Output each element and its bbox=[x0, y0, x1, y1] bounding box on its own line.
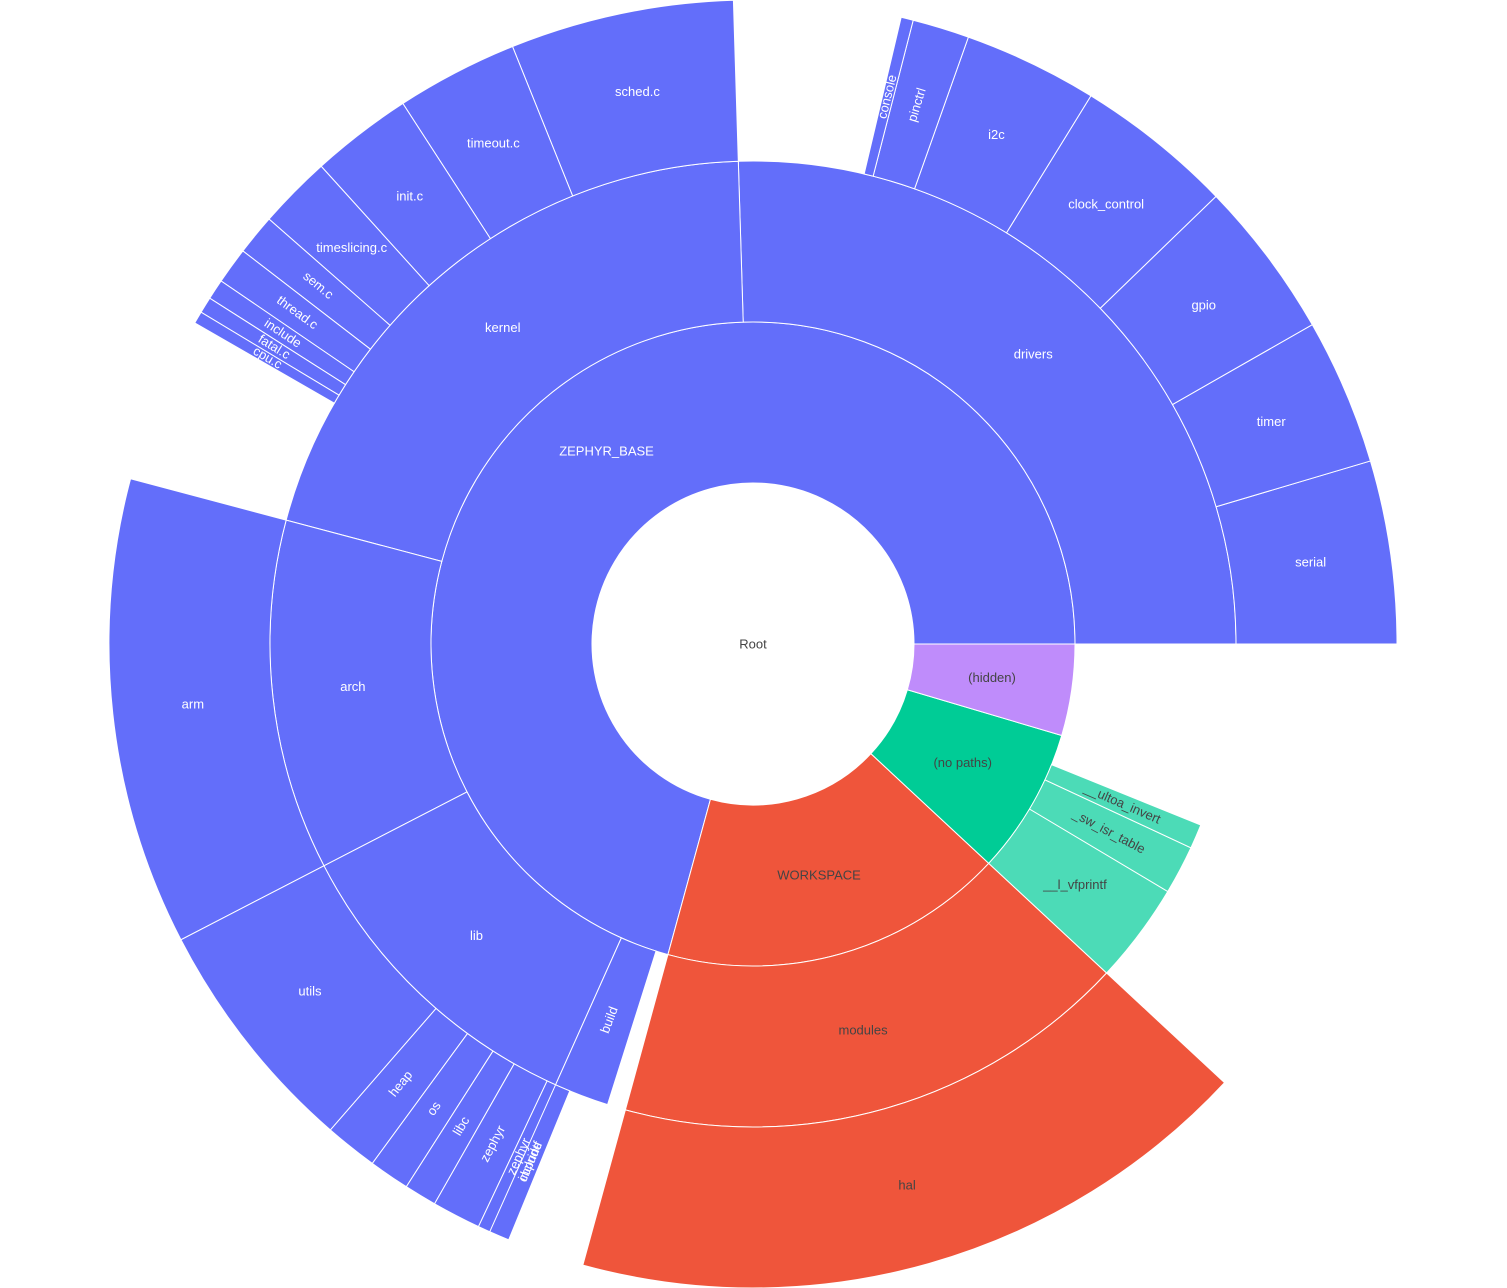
segment-sched-c[interactable] bbox=[511, 0, 739, 197]
segment-i2c[interactable] bbox=[913, 36, 1092, 234]
segment-clock-control[interactable] bbox=[1005, 95, 1217, 309]
segment-libc[interactable] bbox=[405, 1050, 515, 1205]
sunburst-segments bbox=[108, 0, 1398, 1288]
segment-timeslicing-c[interactable] bbox=[268, 165, 430, 327]
segment-ultoa-invert[interactable] bbox=[1044, 764, 1202, 849]
segment-pinctrl[interactable] bbox=[872, 19, 970, 190]
segment-console[interactable] bbox=[863, 16, 914, 177]
segment-fatal-c[interactable] bbox=[200, 297, 347, 396]
segment-serial[interactable] bbox=[1215, 460, 1398, 645]
segment-timeout-c[interactable] bbox=[402, 45, 574, 240]
segment-gpio[interactable] bbox=[1099, 195, 1313, 406]
segment-sw-isr-table[interactable] bbox=[1028, 779, 1192, 893]
segment-include[interactable] bbox=[489, 1084, 571, 1241]
segment-timer[interactable] bbox=[1171, 324, 1372, 508]
segment-hal[interactable] bbox=[582, 972, 1226, 1288]
segment-cpu-c[interactable] bbox=[194, 311, 340, 404]
segment-l-vfprintf[interactable] bbox=[988, 808, 1169, 974]
segment-heap[interactable] bbox=[329, 1007, 469, 1165]
segment-build[interactable] bbox=[554, 937, 657, 1106]
segment-init-c[interactable] bbox=[320, 102, 492, 287]
segment-sem-c[interactable] bbox=[242, 218, 391, 350]
root-label: Root bbox=[739, 636, 767, 651]
segment-os[interactable] bbox=[371, 1032, 494, 1188]
segment-zephyr[interactable] bbox=[433, 1063, 548, 1228]
segment-arm[interactable] bbox=[108, 478, 325, 941]
segment-utils[interactable] bbox=[180, 865, 437, 1131]
segment-hidden[interactable] bbox=[906, 643, 1076, 737]
segment-include[interactable] bbox=[209, 280, 355, 386]
segment-thread-c[interactable] bbox=[220, 250, 372, 373]
